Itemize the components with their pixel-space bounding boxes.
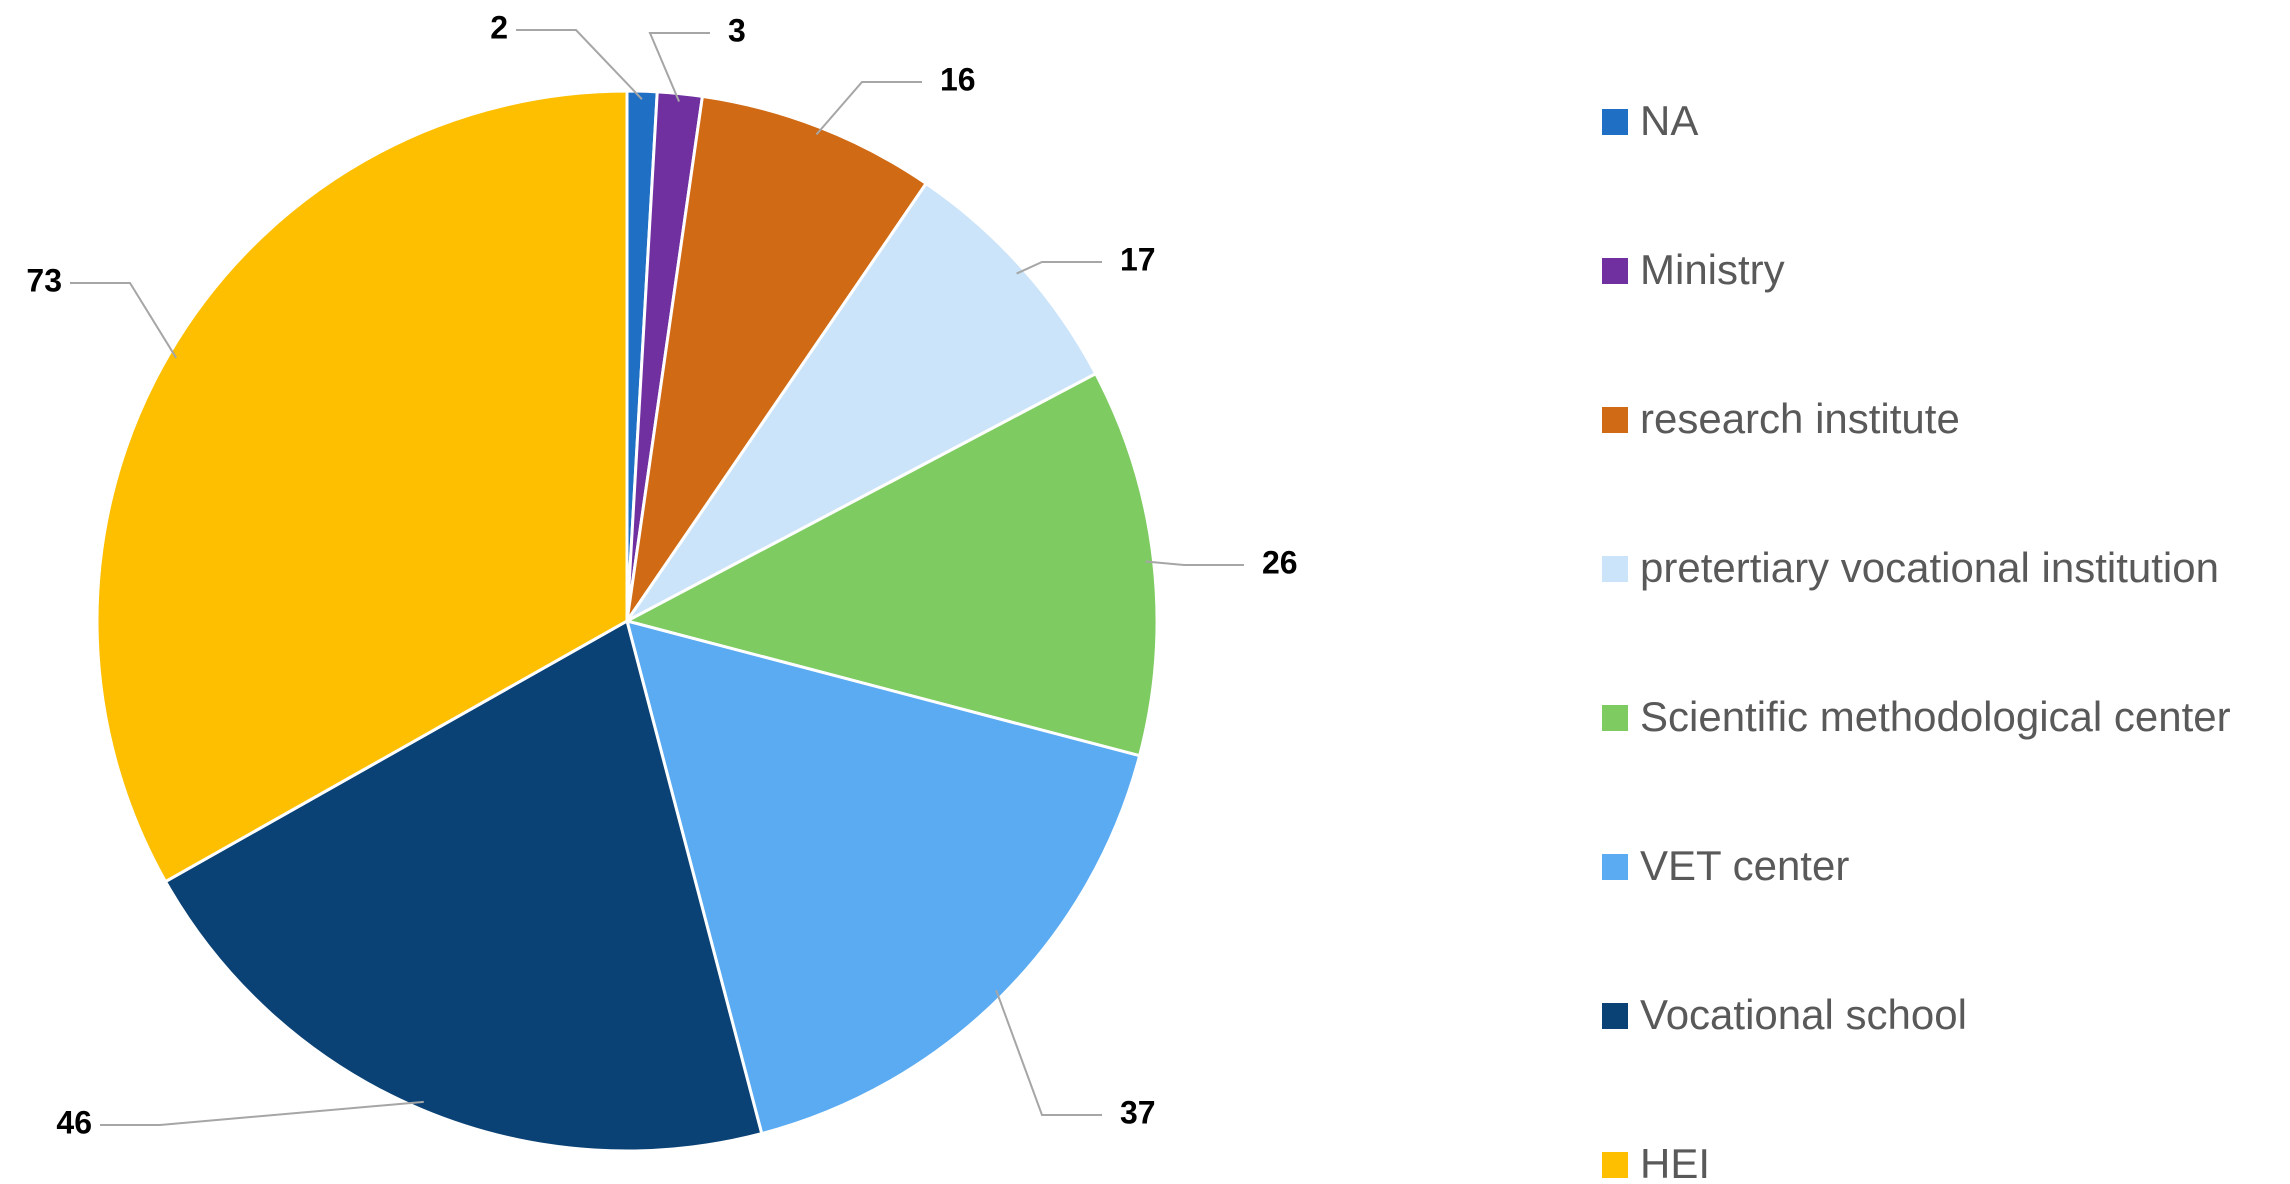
leader-line — [815, 81, 922, 136]
legend-label: Scientific methodological center — [1640, 693, 2231, 740]
data-label: 17 — [1120, 241, 1156, 277]
pie-slice — [95, 89, 629, 884]
pie-slice — [624, 618, 1142, 1136]
data-label: 73 — [26, 262, 62, 298]
data-label: 3 — [728, 12, 746, 48]
legend-swatch — [1602, 109, 1628, 135]
leader-line — [1016, 261, 1102, 275]
legend-label: Ministry — [1640, 246, 1785, 293]
legend-swatch — [1602, 705, 1628, 731]
data-label: 46 — [56, 1104, 92, 1140]
pie-slice — [622, 371, 1159, 758]
data-label: 26 — [1262, 544, 1298, 580]
legend-swatch — [1602, 854, 1628, 880]
data-label: 16 — [940, 61, 976, 97]
leader-line — [995, 989, 1102, 1116]
legend-label: HEI — [1640, 1140, 1710, 1184]
data-label: 37 — [1120, 1094, 1156, 1130]
legend-swatch — [1602, 258, 1628, 284]
legend-swatch — [1602, 407, 1628, 433]
legend-label: NA — [1640, 97, 1698, 144]
legend-swatch — [1602, 556, 1628, 582]
legend-label: VET center — [1640, 842, 1849, 889]
data-label: 2 — [490, 9, 508, 45]
leader-line — [1145, 560, 1244, 566]
legend-label: Vocational school — [1640, 991, 1967, 1038]
legend-swatch — [1602, 1003, 1628, 1029]
pie-slice — [625, 181, 1098, 623]
leader-line — [70, 282, 177, 359]
leader-line — [648, 32, 710, 102]
legend-swatch — [1602, 1152, 1628, 1178]
pie-slice — [625, 94, 929, 622]
legend-label: research institute — [1640, 395, 1960, 442]
leader-line — [516, 29, 643, 100]
legend-label: pretertiary vocational institution — [1640, 544, 2219, 591]
pie-slice — [163, 618, 764, 1153]
leader-line — [100, 1100, 424, 1126]
